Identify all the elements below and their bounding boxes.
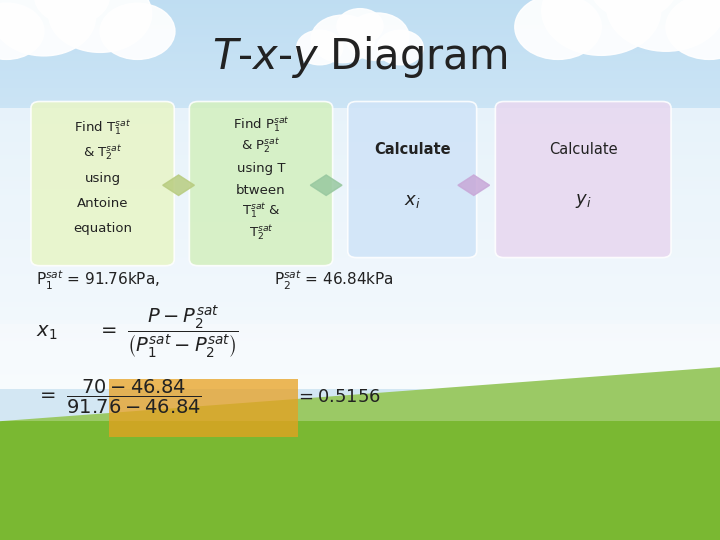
Circle shape	[337, 9, 383, 43]
Text: $x_1$: $x_1$	[36, 322, 58, 342]
Circle shape	[346, 13, 409, 60]
Text: $y_i$: $y_i$	[575, 192, 591, 210]
Text: P$_1^{sat}$ = 91.76kPa,: P$_1^{sat}$ = 91.76kPa,	[36, 269, 160, 292]
FancyBboxPatch shape	[109, 379, 298, 437]
FancyBboxPatch shape	[31, 102, 174, 266]
Circle shape	[297, 30, 343, 65]
FancyBboxPatch shape	[348, 102, 477, 258]
Circle shape	[606, 0, 720, 51]
Text: $=\ \dfrac{70-46.84}{91.76-46.84}$: $=\ \dfrac{70-46.84}{91.76-46.84}$	[36, 378, 202, 416]
FancyBboxPatch shape	[495, 102, 671, 258]
FancyBboxPatch shape	[0, 324, 720, 421]
Circle shape	[35, 0, 109, 24]
Text: & T$_2^{sat}$: & T$_2^{sat}$	[83, 144, 122, 163]
Text: T$_1^{sat}$ &: T$_1^{sat}$ &	[241, 202, 281, 221]
Circle shape	[100, 3, 175, 59]
Circle shape	[541, 0, 660, 55]
Text: $=\ \dfrac{P - P_2^{sat}}{\left(P_1^{sat} - P_2^{sat}\right)}$: $=\ \dfrac{P - P_2^{sat}}{\left(P_1^{sat…	[97, 304, 239, 360]
Circle shape	[515, 0, 601, 59]
Text: Find T$_1^{sat}$: Find T$_1^{sat}$	[74, 119, 131, 138]
Polygon shape	[163, 175, 194, 195]
Text: P$_2^{sat}$ = 46.84kPa: P$_2^{sat}$ = 46.84kPa	[274, 269, 393, 292]
Text: using T: using T	[237, 162, 285, 175]
Text: equation: equation	[73, 222, 132, 235]
Text: T$_2^{sat}$: T$_2^{sat}$	[248, 224, 274, 243]
Text: btween: btween	[236, 184, 286, 197]
Text: Find P$_1^{sat}$: Find P$_1^{sat}$	[233, 116, 289, 135]
Polygon shape	[458, 175, 490, 195]
Circle shape	[666, 0, 720, 59]
Circle shape	[0, 0, 95, 56]
Text: Calculate: Calculate	[374, 143, 451, 157]
Text: $\boldsymbol{x_i}$: $\boldsymbol{x_i}$	[404, 192, 420, 210]
Circle shape	[377, 30, 423, 65]
Text: $= 0.5156$: $= 0.5156$	[295, 388, 381, 406]
Circle shape	[311, 15, 374, 63]
Polygon shape	[0, 367, 720, 540]
Circle shape	[49, 0, 152, 52]
Text: Antoine: Antoine	[77, 197, 128, 210]
Circle shape	[590, 0, 677, 19]
FancyBboxPatch shape	[0, 108, 720, 389]
Polygon shape	[310, 175, 342, 195]
Text: using: using	[84, 172, 121, 185]
Text: Calculate: Calculate	[549, 143, 618, 157]
FancyBboxPatch shape	[189, 102, 333, 266]
Circle shape	[0, 3, 44, 59]
Text: $\mathit{T}$-$\mathit{x}$-$\mathit{y}$ Diagram: $\mathit{T}$-$\mathit{x}$-$\mathit{y}$ D…	[212, 33, 508, 80]
Text: & P$_2^{sat}$: & P$_2^{sat}$	[241, 137, 281, 157]
